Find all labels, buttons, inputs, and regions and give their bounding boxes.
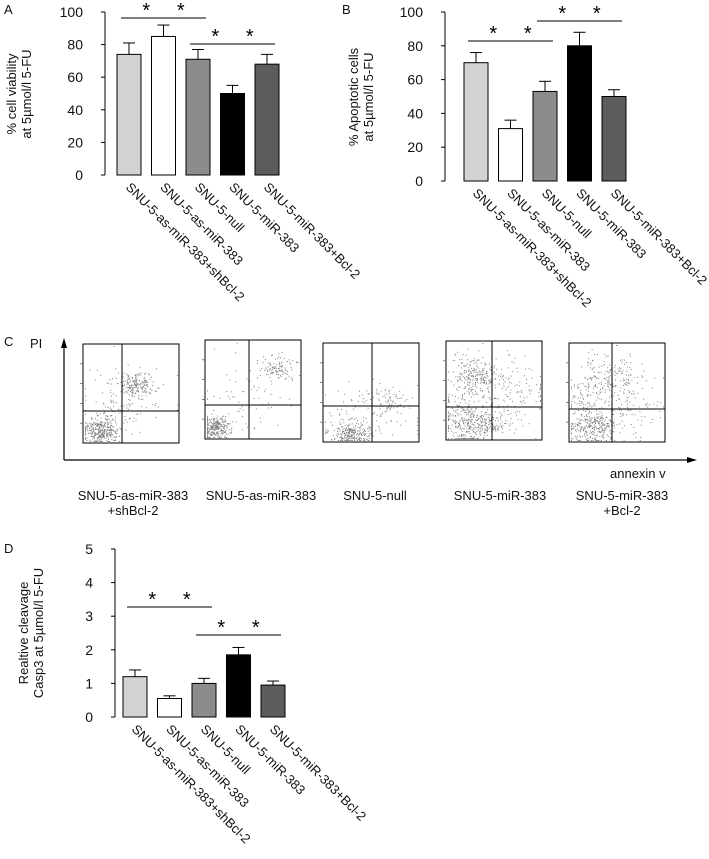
bar [226,654,251,718]
y-tick-label: 20 [407,139,423,155]
y-tick-label: 80 [407,38,423,54]
y-tick-label: 60 [407,72,423,88]
y-axis-label: % cell viability [4,53,19,134]
panel-b-chart: 0 20 40 60 80 100 % Apoptotic cells at 5µmol/l … [346,3,709,310]
y-tick-label: 20 [67,134,83,150]
bar [260,684,286,718]
bar [463,62,489,182]
flow-x-axis-label: annexin v [610,466,666,481]
significance-star: * [524,23,532,45]
bar [157,698,182,718]
flow-sample-name: SNU-5-miR-383 [453,488,547,503]
bar [254,63,280,176]
significance-star: * [183,589,191,611]
y-axis-label-unit: Casp3 at 5µmol/l 5-FU [31,568,46,698]
bar [151,35,176,176]
bar [498,128,523,182]
significance-star: * [211,26,219,48]
flow-sample-label: SNU-5-null [320,488,430,503]
bar [116,53,142,176]
significance-star: * [142,0,150,22]
flow-sample-label: SNU-5-miR-383 +Bcl-2 [562,488,682,518]
bar [122,676,148,718]
flow-dot-cloud [325,378,418,441]
y-tick-label: 40 [407,105,423,121]
y-tick-label: 100 [60,4,84,20]
y-tick-label: 80 [67,37,83,53]
flow-plot-frame [82,343,180,444]
panel-letter-d: D [4,541,14,556]
panel-a-chart: 0 20 40 60 80 100 % cell viability at 5µmol/l 5… [4,0,363,304]
panel-letter-b: B [342,2,351,17]
flow-dot-cloud [448,343,541,439]
y-axis-label-unit: at 5µmol/l 5-FU [361,52,376,141]
significance-star: * [148,589,156,611]
significance-star: * [177,0,185,22]
flow-dot-plot [202,339,302,440]
bar [567,45,592,182]
panel-d-chart: 0 1 2 3 4 5 Realtive cleavage Casp3 at 5µmol/l … [16,541,369,846]
panel-c-flow-cytometry [61,338,697,463]
y-tick-label: 0 [415,173,423,189]
y-tick-label: 4 [85,575,93,591]
flow-y-axis-label: PI [30,336,43,351]
significance-star: * [246,26,254,48]
flow-plot-frame [568,342,666,443]
bar [532,90,558,182]
significance-star: * [593,3,601,25]
flow-sample-name: SNU-5-null [343,488,407,503]
y-tick-label: 3 [85,608,93,624]
y-tick-label: 5 [85,541,93,557]
flow-dot-plot [443,340,543,441]
flow-plot-frame [445,340,543,441]
panel-letter-c: C [4,334,14,349]
significance-star: * [252,617,260,639]
y-tick-label: 1 [85,675,93,691]
significance-star: * [217,617,225,639]
flow-sample-label: SNU-5-as-miR-383 [186,488,336,503]
bar [185,58,211,176]
significance-star: * [489,23,497,45]
significance-star: * [558,3,566,25]
y-tick-label: 0 [75,167,83,183]
flow-sample-name: SNU-5-as-miR-383 [205,488,317,503]
y-tick-label: 60 [67,69,83,85]
flow-plot-frame [322,342,420,443]
bar [601,96,627,182]
bar [220,93,245,176]
y-axis-label: Realtive cleavage [16,582,31,685]
flow-sample-name-sub: +shBcl-2 [107,503,159,518]
bar [191,682,217,718]
y-tick-label: 2 [85,642,93,658]
flow-dot-cloud [207,342,300,438]
flow-y-axis-arrow [61,338,67,348]
flow-dot-plot [80,343,180,444]
flow-sample-label: SNU-5-as-miR-383 +shBcl-2 [58,488,208,518]
y-tick-label: 100 [400,4,424,20]
flow-dot-plot [566,342,666,443]
y-axis-label-unit: at 5µmol/l 5-FU [19,49,34,138]
panel-letter-a: A [4,2,13,17]
y-tick-label: 0 [85,709,93,725]
flow-dot-plot [320,342,420,443]
flow-sample-label: SNU-5-miR-383 [440,488,560,503]
flow-plot-frame [204,339,302,440]
flow-sample-name: SNU-5-as-miR-383 [77,488,189,503]
flow-sample-name: SNU-5-miR-383 [575,488,669,503]
flow-dot-cloud [571,345,664,441]
y-tick-label: 40 [67,102,83,118]
flow-sample-name-sub: +Bcl-2 [603,503,641,518]
flow-x-axis-arrow [687,457,697,463]
y-axis-label: % Apoptotic cells [346,47,361,146]
